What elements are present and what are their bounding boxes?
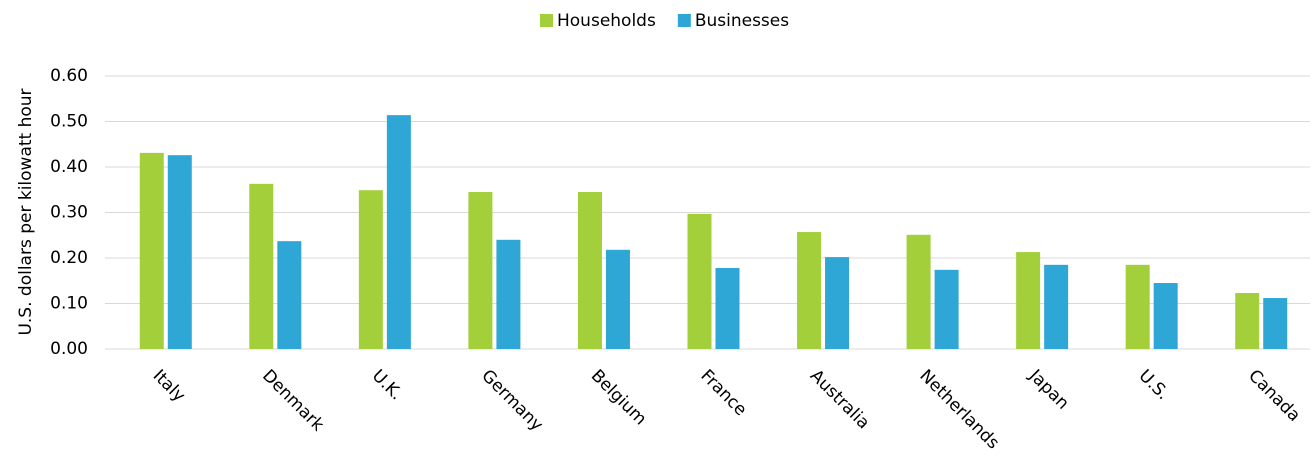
x-tick-label: France <box>696 366 750 420</box>
y-tick-label: 0.40 <box>50 157 88 177</box>
bar <box>496 239 521 349</box>
bar <box>577 192 602 349</box>
bar <box>934 269 959 349</box>
bar <box>1016 252 1041 349</box>
x-tick-label: Germany <box>477 366 546 435</box>
bar <box>1235 293 1260 349</box>
x-tick-label: U.S. <box>1135 366 1173 404</box>
x-tick-label: Belgium <box>587 366 650 429</box>
bar <box>468 192 493 349</box>
x-tick-label: Australia <box>806 366 873 433</box>
x-tick-label: Japan <box>1024 365 1072 413</box>
legend-swatch <box>540 14 553 27</box>
y-axis-label: U.S. dollars per kilowatt hour <box>16 88 36 335</box>
x-tick-label: Canada <box>1244 366 1304 426</box>
bar <box>715 268 740 349</box>
bar <box>386 115 411 349</box>
x-tick-label: U.K. <box>368 366 406 404</box>
y-tick-label: 0.20 <box>50 248 88 268</box>
bar <box>687 213 712 349</box>
y-tick-label: 0.60 <box>50 66 88 86</box>
legend-label: Businesses <box>695 11 789 31</box>
bar <box>1125 264 1150 349</box>
bar <box>797 232 822 349</box>
y-tick-label: 0.30 <box>50 203 88 223</box>
bar <box>605 249 630 349</box>
bar <box>249 183 274 349</box>
bar <box>906 234 931 349</box>
bar <box>825 257 850 349</box>
bar <box>167 155 192 349</box>
bar <box>1044 264 1069 349</box>
bar <box>358 190 383 349</box>
bar <box>277 241 302 349</box>
y-tick-label: 0.10 <box>50 294 88 314</box>
legend-label: Households <box>557 11 656 31</box>
legend-swatch <box>677 14 691 27</box>
bar <box>1153 283 1178 349</box>
x-tick-label: Denmark <box>258 366 328 436</box>
bar <box>139 152 164 349</box>
x-tick-label: Italy <box>149 366 189 406</box>
y-tick-label: 0.00 <box>50 339 88 359</box>
x-tick-label: Netherlands <box>916 366 1004 454</box>
y-tick-label: 0.50 <box>50 112 88 132</box>
bar <box>1263 298 1288 349</box>
